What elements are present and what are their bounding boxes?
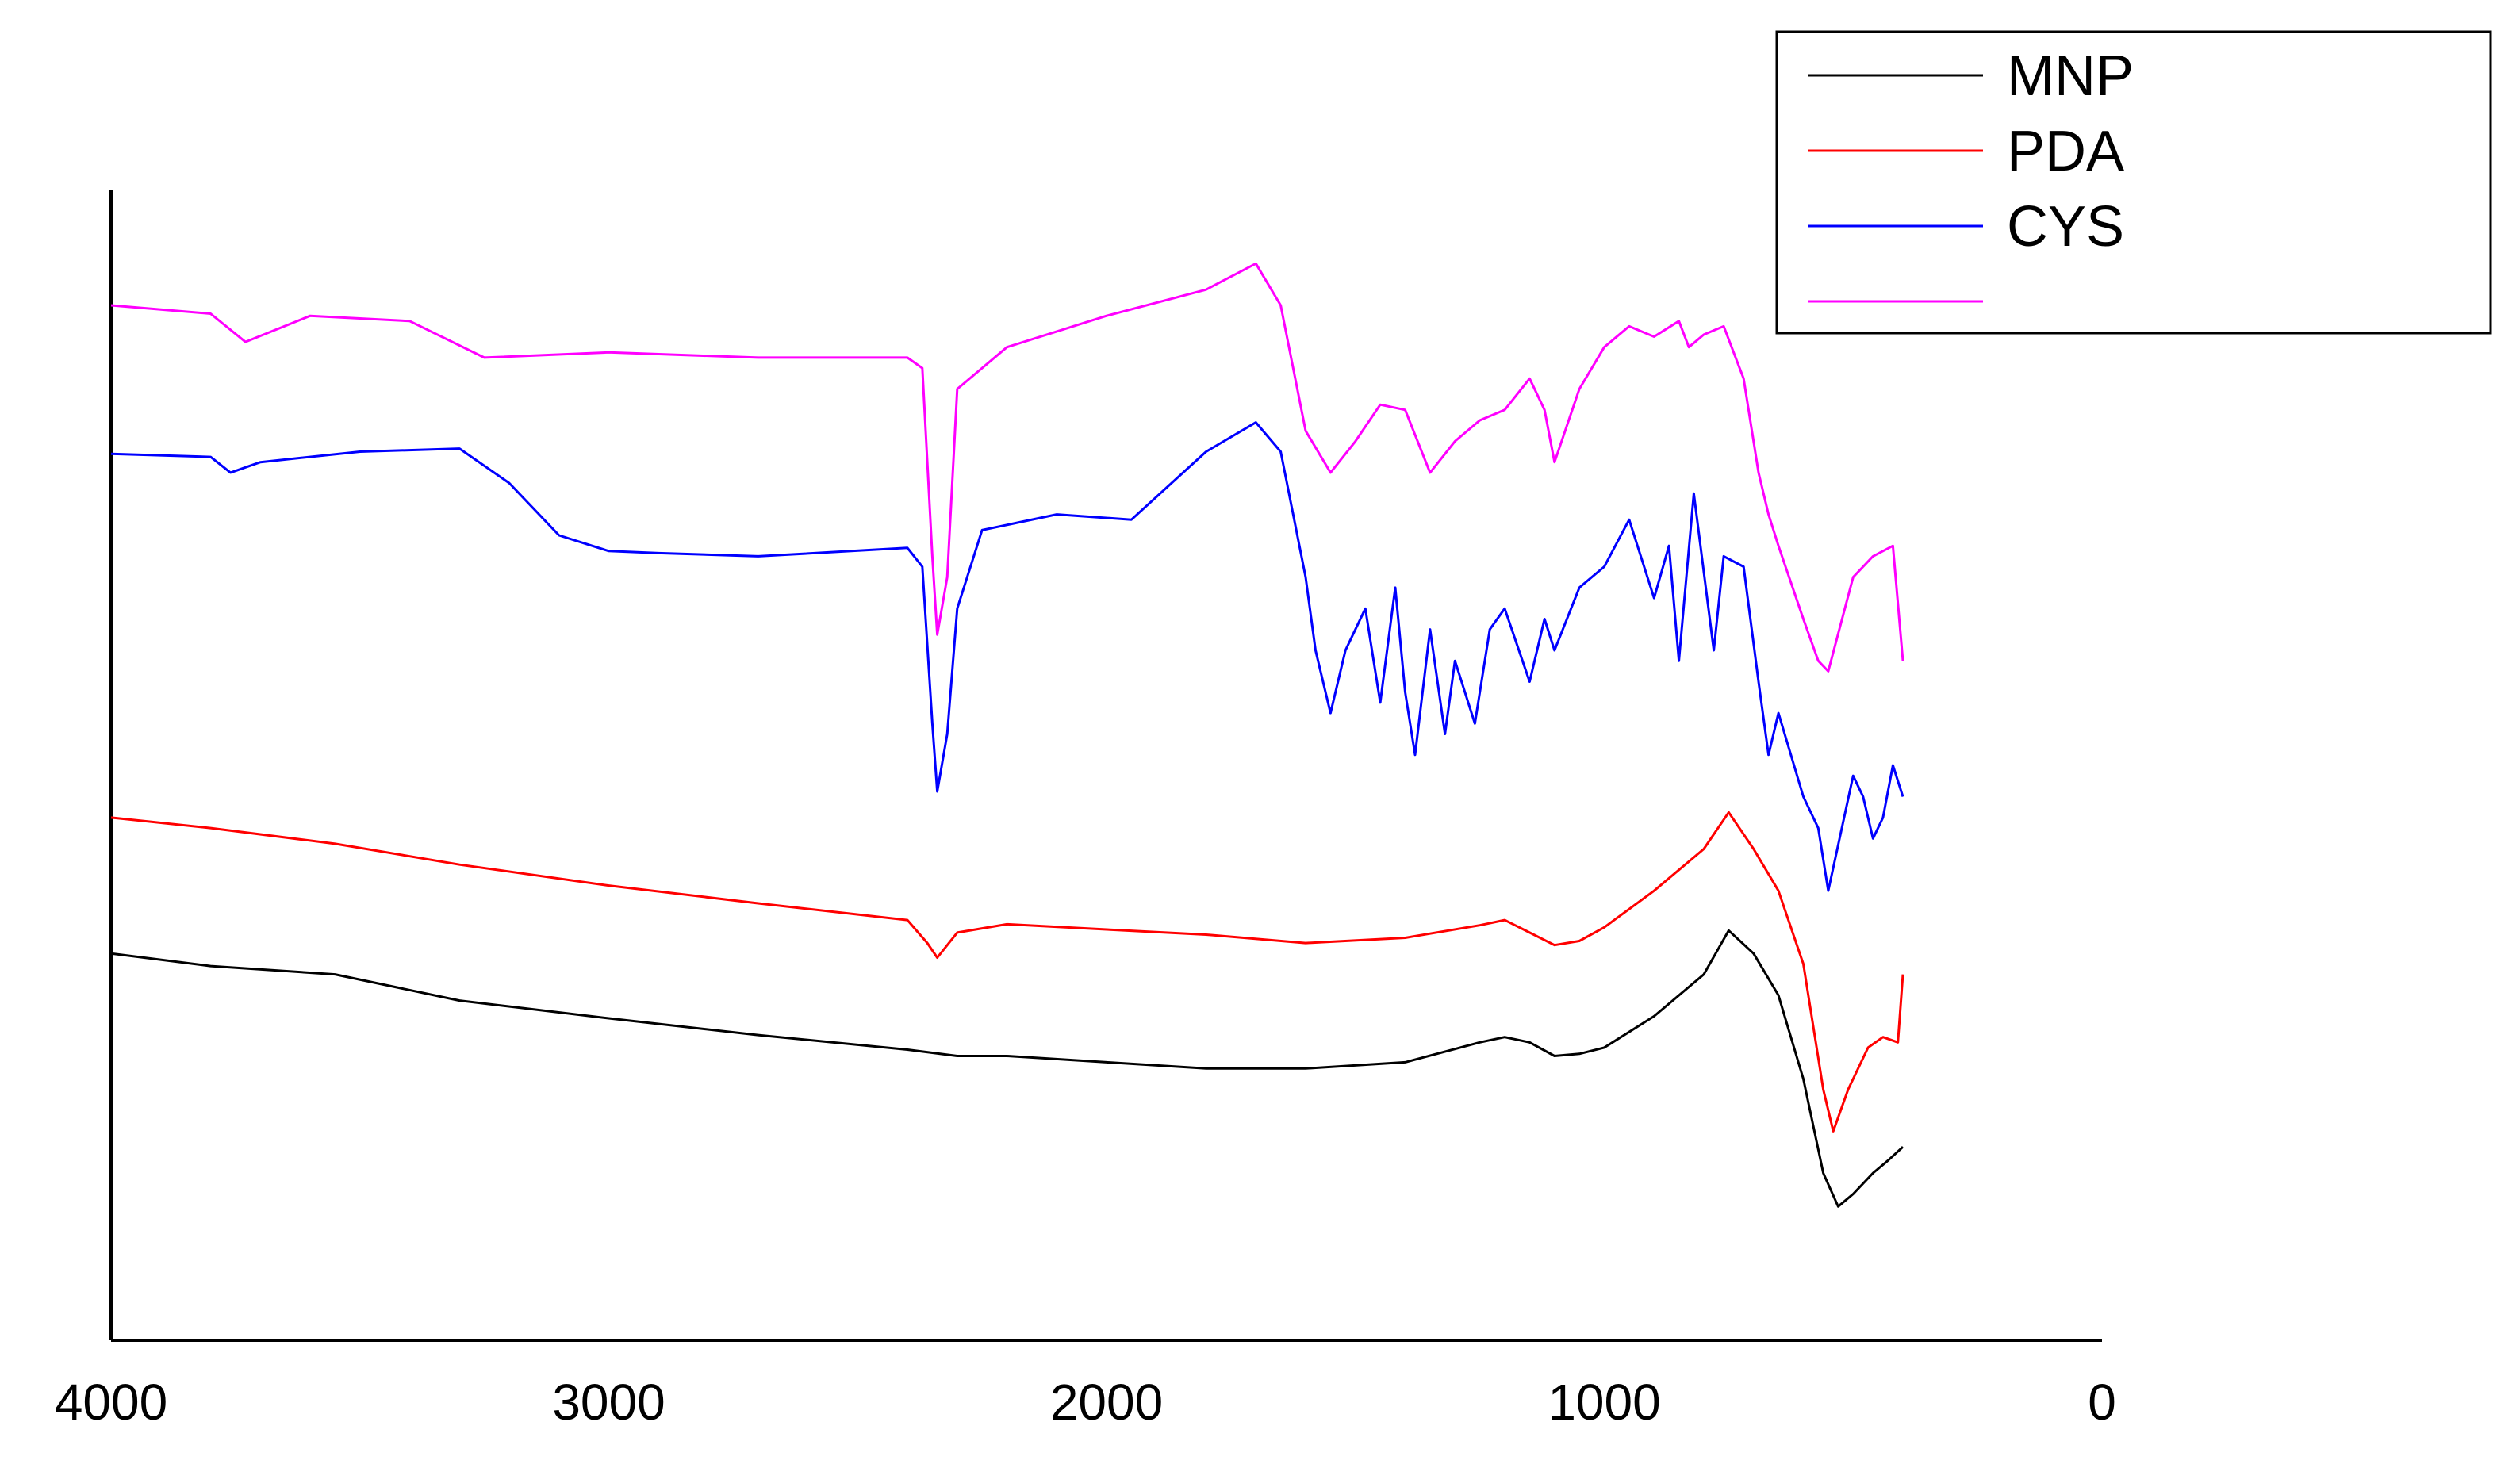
legend-label: PDA — [2007, 120, 2124, 183]
axes — [109, 190, 2102, 1342]
x-tick-label: 0 — [2088, 1374, 2116, 1431]
series-line-mnp — [110, 929, 1904, 1208]
x-tick-label: 1000 — [1548, 1374, 1660, 1431]
x-tick-label: 4000 — [55, 1374, 167, 1431]
x-tick-label: 3000 — [552, 1374, 665, 1431]
legend-items: MNP PDA CYS — [1808, 44, 2134, 303]
legend-label: CYS — [2007, 195, 2124, 259]
legend: MNP PDA CYS — [1775, 30, 2492, 335]
series-line-cys — [110, 421, 1904, 892]
legend-label: MNP — [2007, 44, 2134, 108]
x-tick-labels: 4000 3000 2000 1000 0 — [55, 1374, 2116, 1431]
series-line-unnamed-3 — [110, 262, 1904, 673]
series-lines — [110, 262, 1904, 1208]
series-line-pda — [110, 811, 1904, 1133]
x-tick-label: 2000 — [1050, 1374, 1163, 1431]
legend-box — [1775, 30, 2492, 335]
